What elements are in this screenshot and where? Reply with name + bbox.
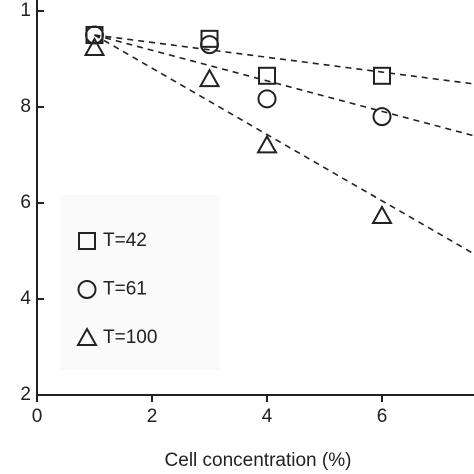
data-point <box>200 29 219 48</box>
legend-label: T=42 <box>103 230 147 251</box>
y-tick-label: 2 <box>20 384 31 405</box>
x-axis-label: Cell concentration (%) <box>165 450 352 471</box>
legend-marker <box>78 232 96 250</box>
legend-label: T=61 <box>103 279 147 300</box>
y-tick-label: 4 <box>20 288 31 309</box>
y-tick-label: 8 <box>20 96 31 117</box>
y-tick-label: 6 <box>20 192 31 213</box>
data-point <box>371 204 393 224</box>
legend-marker <box>76 326 98 346</box>
y-tick-label: 1 <box>20 0 31 21</box>
data-point <box>257 89 277 109</box>
legend-box <box>60 195 220 370</box>
legend-marker <box>77 280 97 299</box>
x-tick-label: 0 <box>32 406 43 427</box>
data-point <box>256 134 278 154</box>
data-point <box>372 107 392 127</box>
data-point <box>83 36 106 56</box>
data-point <box>198 68 221 88</box>
data-point <box>258 66 276 85</box>
x-tick-label: 4 <box>262 406 273 427</box>
data-point <box>85 25 104 45</box>
x-tick-label: 6 <box>377 406 388 427</box>
trend-line <box>94 34 474 85</box>
legend-label: T=100 <box>103 327 157 348</box>
data-point <box>373 66 391 85</box>
data-point <box>200 35 219 55</box>
x-tick-label: 2 <box>147 406 158 427</box>
trend-line <box>94 34 474 137</box>
trend-line <box>94 34 474 255</box>
